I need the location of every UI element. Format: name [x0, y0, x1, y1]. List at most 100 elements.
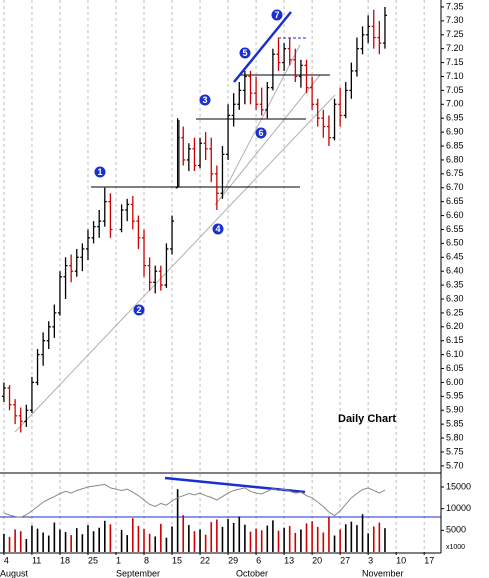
- ohlc-bar: [349, 62, 354, 99]
- x-tick-label: 22: [200, 555, 210, 565]
- x-tick-label: 27: [340, 555, 350, 565]
- trendline-blue: [233, 11, 292, 83]
- ohlc-bar: [125, 198, 130, 222]
- x-tick-label: 29: [228, 555, 238, 565]
- grid-layer: [3, 0, 425, 555]
- x-tick-label: 15: [172, 555, 182, 565]
- y-tick-label: 6.75: [446, 168, 464, 178]
- ohlc-bar: [298, 59, 303, 88]
- ohlc-bar: [360, 26, 365, 55]
- y-tick-label: 6.25: [446, 307, 464, 317]
- ohlc-bar: [332, 98, 337, 141]
- ohlc-bar: [343, 82, 348, 119]
- marker-label: 6: [258, 128, 263, 138]
- marker: 4: [212, 223, 224, 235]
- ohlc-bar: [175, 118, 180, 189]
- marker: 7: [271, 9, 283, 21]
- marker-label: 1: [97, 167, 102, 177]
- month-label: August: [0, 568, 29, 578]
- y-tick-label: 6.35: [446, 279, 464, 289]
- ohlc-bar: [282, 43, 287, 71]
- y-tick-label: 6.45: [446, 252, 464, 262]
- marker-label: 4: [215, 224, 220, 234]
- ohlc-bar: [242, 70, 247, 105]
- ohlc-bar: [108, 193, 113, 238]
- ohlc-bar: [366, 15, 371, 44]
- marker-label: 5: [242, 48, 247, 58]
- ohlc-bar: [74, 248, 79, 277]
- ohlc-bar: [315, 98, 320, 127]
- ohlc-bar: [164, 243, 169, 288]
- x-tick-label: 11: [32, 555, 41, 565]
- ohlc-bar: [97, 209, 102, 238]
- ohlc-bar: [170, 215, 175, 255]
- price-bars: [1, 6, 387, 433]
- x-tick-label: 1: [116, 555, 121, 565]
- ohlc-bar: [248, 70, 253, 105]
- ohlc-bar: [18, 407, 23, 433]
- y-tick-label: 7.00: [446, 99, 464, 109]
- marker-label: 7: [274, 10, 279, 20]
- ohlc-bar: [41, 332, 46, 366]
- ohlc-bar: [102, 187, 107, 227]
- x-tick-label: 20: [312, 555, 322, 565]
- x-tick-label: 4: [4, 555, 9, 565]
- y-tick-label: 6.80: [446, 154, 464, 164]
- y-tick-label: 6.90: [446, 126, 464, 136]
- y-tick-label: 7.10: [446, 71, 464, 81]
- oscillator-line: [3, 483, 386, 518]
- ohlc-bar: [35, 349, 40, 386]
- ohlc-bar: [147, 257, 152, 291]
- x-tick-label: 13: [284, 555, 294, 565]
- ohlc-bar: [304, 59, 309, 94]
- x-tick-label: 17: [424, 555, 434, 565]
- y-tick-label: 7.20: [446, 43, 464, 53]
- y-tick-label: 6.00: [446, 377, 464, 387]
- ohlc-bar: [220, 146, 225, 199]
- ohlc-bar: [209, 137, 214, 183]
- ohlc-bar: [13, 399, 18, 425]
- ohlc-bar: [85, 229, 90, 261]
- ohlc-bar: [270, 48, 275, 91]
- volume-panel: [3, 483, 386, 552]
- y-tick-label: 6.70: [446, 182, 464, 192]
- ohlc-bar: [29, 376, 34, 414]
- marker: 3: [199, 94, 211, 106]
- ohlc-bar: [80, 243, 85, 272]
- y-tick-label: 6.30: [446, 293, 464, 303]
- ohlc-bar: [276, 37, 281, 71]
- markers: 1 2 3 4 5 6 7: [94, 9, 283, 316]
- volume-tick-label: 10000: [446, 503, 471, 513]
- y-tick-label: 7.05: [446, 85, 464, 95]
- y-tick-label: 6.40: [446, 266, 464, 276]
- ohlc-bar: [119, 204, 124, 233]
- y-tick-label: 5.85: [446, 419, 464, 429]
- y-tick-label: 7.15: [446, 57, 464, 67]
- y-tick-label: 6.20: [446, 321, 464, 331]
- ohlc-bar: [310, 76, 315, 110]
- ohlc-bar: [338, 87, 343, 127]
- volume-unit: x1000: [446, 544, 465, 551]
- marker: 1: [94, 166, 106, 178]
- trendline: [214, 74, 321, 206]
- y-tick-label: 6.60: [446, 210, 464, 220]
- ohlc-bar: [259, 87, 264, 116]
- x-tick-label: 6: [256, 555, 261, 565]
- x-tick-label: 25: [88, 555, 98, 565]
- ohlc-bar: [186, 143, 191, 172]
- y-tick-label: 5.80: [446, 432, 464, 442]
- trendlines: [0, 11, 441, 518]
- y-tick-label: 6.15: [446, 335, 464, 345]
- ohlc-bar: [158, 265, 163, 291]
- y-tick-label: 6.65: [446, 196, 464, 206]
- y-tick-label: 6.05: [446, 363, 464, 373]
- y-tick-label: 7.25: [446, 29, 464, 39]
- ohlc-bar: [254, 76, 259, 110]
- ohlc-bar: [136, 215, 141, 249]
- y-tick-label: 6.95: [446, 113, 464, 123]
- marker: 5: [239, 47, 251, 59]
- ohlc-bar: [226, 104, 231, 160]
- x-tick-label: 18: [60, 555, 70, 565]
- y-tick-label: 6.50: [446, 238, 464, 248]
